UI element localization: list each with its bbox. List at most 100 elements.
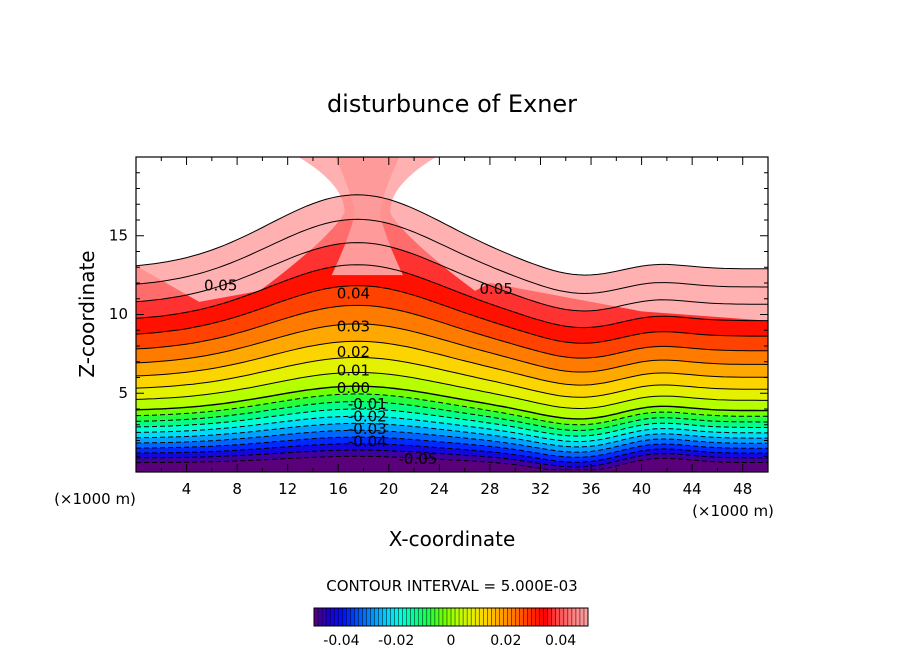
y-axis-label: Z-coordinate	[75, 250, 99, 377]
colorbar-swatch	[539, 608, 545, 626]
colorbar-swatch	[451, 608, 456, 626]
contour-label: -0.05	[398, 450, 437, 468]
colorbar-swatch	[463, 608, 468, 626]
colorbar-swatch	[398, 608, 404, 626]
colorbar-swatch	[483, 608, 488, 626]
contour-label: 0.01	[337, 362, 370, 380]
x-tick-label: 20	[379, 480, 398, 498]
colorbar-swatch	[338, 608, 343, 626]
colorbar-swatch	[410, 608, 416, 626]
colorbar-swatch	[426, 608, 432, 626]
colorbar-swatch	[322, 608, 327, 626]
colorbar-swatch	[495, 608, 500, 626]
colorbar-tick-label: -0.04	[323, 633, 359, 649]
colorbar-swatch	[503, 608, 508, 626]
colorbar-swatch	[559, 608, 565, 626]
x-tick-label: 36	[581, 480, 600, 498]
colorbar-swatch	[406, 608, 412, 626]
colorbar-tick-label: 0.02	[490, 633, 521, 649]
contour-line	[136, 356, 768, 398]
contour-line	[136, 455, 768, 471]
colorbar-tick-label: 0	[447, 633, 456, 649]
x-unit-left: (×1000 m)	[54, 490, 136, 508]
colorbar-swatch	[511, 608, 516, 626]
colorbar-swatch	[555, 608, 561, 626]
x-tick-label: 48	[733, 480, 752, 498]
contour-line	[136, 415, 768, 443]
contour-line	[136, 443, 768, 463]
contour-line	[136, 194, 768, 276]
colorbar-swatch	[418, 608, 424, 626]
contour-band	[136, 456, 768, 472]
x-tick-label: 24	[430, 480, 449, 498]
colorbar-swatch	[487, 608, 492, 626]
colorbar-swatch	[571, 608, 577, 626]
colorbar-swatch	[422, 608, 428, 626]
contour-line	[136, 304, 768, 359]
colorbar-swatch	[519, 608, 524, 626]
contour-line	[136, 323, 768, 373]
colorbar-labels: -0.04 -0.02 0 0.02 0.04	[323, 633, 576, 649]
colorbar-swatch	[551, 608, 557, 626]
colorbar-swatch	[575, 608, 581, 626]
colorbar-swatch	[346, 608, 351, 626]
colorbar-swatch	[318, 608, 323, 626]
colorbar-swatch	[475, 608, 480, 626]
colorbar-swatch	[342, 608, 347, 626]
contour-line	[136, 422, 768, 448]
contour-line	[136, 340, 768, 386]
colorbar-swatch	[583, 608, 589, 626]
contour-label: -0.01	[348, 395, 387, 413]
colorbar	[313, 607, 589, 627]
contour-line	[136, 371, 768, 410]
contour-line	[136, 218, 768, 295]
colorbar-swatch	[370, 608, 375, 626]
colorbar-swatch	[567, 608, 573, 626]
colorbar-swatch	[430, 608, 436, 626]
colorbar-swatch	[515, 608, 520, 626]
colorbar-swatch	[374, 608, 379, 626]
contour-line	[136, 408, 768, 437]
colorbar-swatch	[382, 608, 387, 626]
colorbar-swatch	[507, 608, 512, 626]
colorbar-tick-label: -0.02	[378, 633, 414, 649]
y-tick-label: 10	[109, 305, 128, 323]
colorbar-swatch	[446, 608, 452, 626]
contour-label: 0.05	[204, 277, 237, 295]
colorbar-swatch	[366, 608, 371, 626]
colorbar-swatch	[358, 608, 363, 626]
x-tick-label: 44	[683, 480, 702, 498]
contour-line	[136, 429, 768, 453]
contour-label: 0.04	[337, 285, 370, 303]
colorbar-swatch	[326, 608, 331, 626]
contour-label: -0.04	[348, 433, 387, 451]
colorbar-swatch	[390, 608, 395, 626]
colorbar-swatch	[394, 608, 400, 626]
colorbar-swatch	[467, 608, 472, 626]
colorbar-swatch	[334, 608, 339, 626]
x-tick-label: 8	[232, 480, 242, 498]
contour-line-layer	[136, 194, 768, 471]
contour-label: 0.02	[337, 343, 370, 361]
upper-plume-region	[136, 157, 768, 321]
contour-line	[136, 393, 768, 426]
contour-line	[136, 242, 768, 312]
x-tick-label: 28	[480, 480, 499, 498]
contour-label-layer: 0.05 0.050.040.030.020.010.00-0.01-0.02-0…	[204, 277, 513, 468]
colorbar-tick-label: 0.04	[545, 633, 576, 649]
y-tick-label: 15	[109, 226, 128, 244]
x-axis-label: X-coordinate	[389, 527, 516, 551]
contour-interval-text: CONTOUR INTERVAL = 5.000E-03	[326, 577, 577, 595]
contour-line	[136, 385, 768, 420]
colorbar-swatch	[414, 608, 420, 626]
x-tick-label: 32	[531, 480, 550, 498]
x-tick-label: 40	[632, 480, 651, 498]
colorbar-swatch	[402, 608, 408, 626]
contour-line	[136, 449, 768, 468]
colorbar-swatch	[455, 608, 460, 626]
contour-line	[136, 285, 768, 344]
colorbar-swatch	[499, 608, 504, 626]
y-tick-label: 5	[118, 384, 128, 402]
colorbar-swatch	[354, 608, 359, 626]
